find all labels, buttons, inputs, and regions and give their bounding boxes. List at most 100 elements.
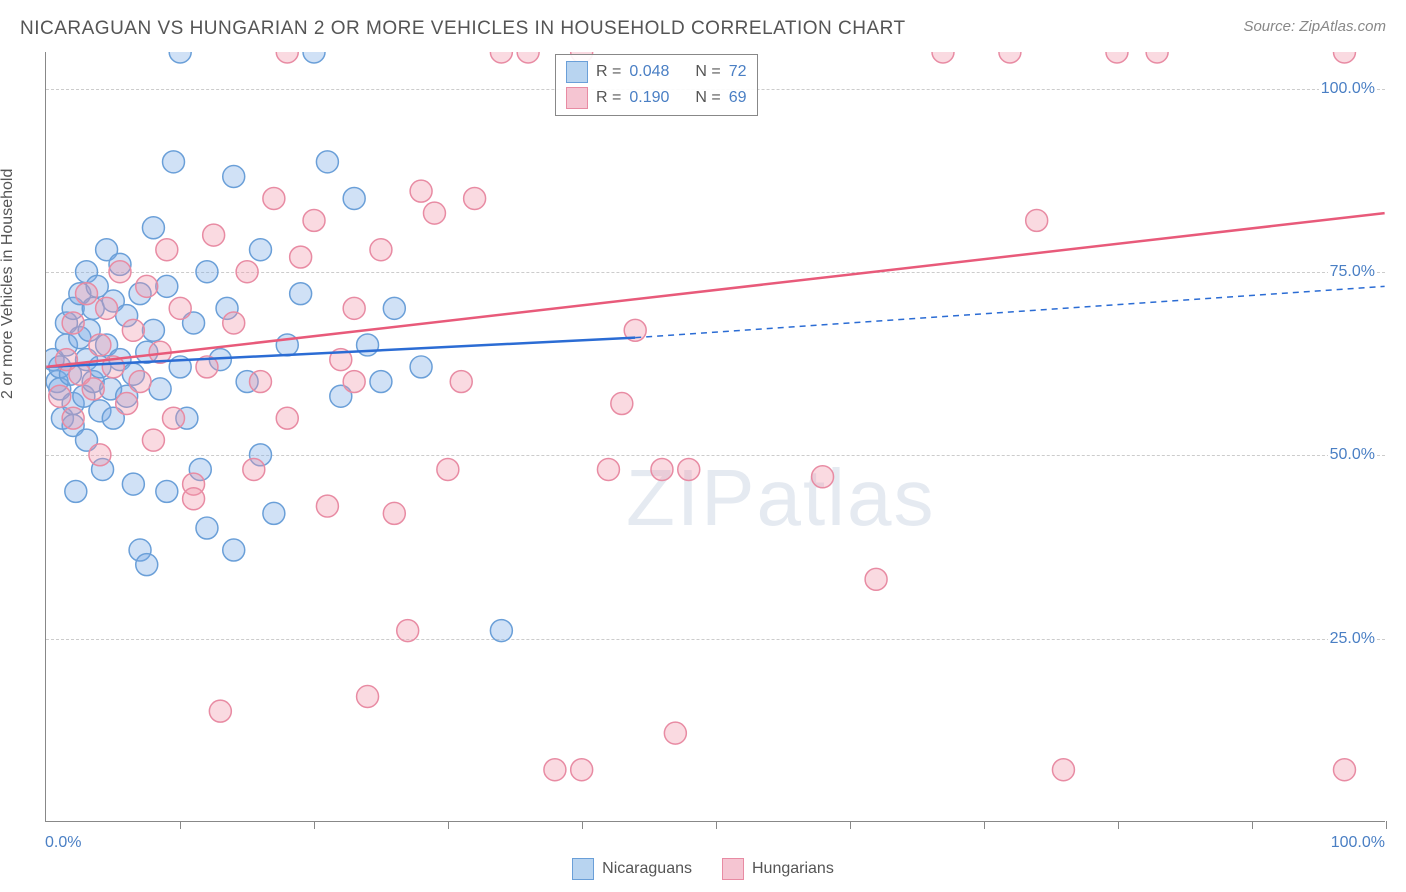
legend-r-value: 0.048 (629, 63, 669, 81)
source-attribution: Source: ZipAtlas.com (1243, 18, 1386, 35)
data-point (423, 202, 445, 224)
data-point (203, 224, 225, 246)
data-point (263, 187, 285, 209)
x-axis-max-label: 100.0% (1331, 834, 1385, 852)
data-point (290, 283, 312, 305)
data-point (223, 539, 245, 561)
data-point (490, 52, 512, 63)
data-point (812, 466, 834, 488)
data-point (343, 297, 365, 319)
data-point (571, 759, 593, 781)
data-point (517, 52, 539, 63)
data-point (651, 458, 673, 480)
scatter-plot-svg (46, 52, 1385, 821)
legend-swatch (572, 858, 594, 880)
legend-series-label: Nicaraguans (602, 860, 692, 878)
y-axis-title: 2 or more Vehicles in Household (0, 169, 17, 399)
legend-n-label: N = (695, 63, 720, 81)
data-point (156, 480, 178, 502)
data-point (597, 458, 619, 480)
data-point (129, 371, 151, 393)
data-point (1106, 52, 1128, 63)
data-point (1333, 52, 1355, 63)
correlation-legend: R =0.048N =72R =0.190N =69 (555, 54, 758, 116)
data-point (196, 261, 218, 283)
data-point (149, 378, 171, 400)
data-point (611, 393, 633, 415)
data-point (932, 52, 954, 63)
data-point (290, 246, 312, 268)
data-point (82, 378, 104, 400)
x-tick (1118, 821, 1119, 829)
legend-swatch (566, 61, 588, 83)
data-point (450, 371, 472, 393)
series-legend: Nicaraguans Hungarians (0, 858, 1406, 880)
data-point (410, 356, 432, 378)
data-point (410, 180, 432, 202)
data-point (156, 239, 178, 261)
data-point (1052, 759, 1074, 781)
data-point (169, 52, 191, 63)
trend-line-extrapolated (635, 286, 1384, 337)
data-point (1333, 759, 1355, 781)
legend-series-label: Hungarians (752, 860, 834, 878)
data-point (250, 239, 272, 261)
chart-plot-area: ZIPatlas 25.0%50.0%75.0%100.0% (45, 52, 1385, 822)
legend-r-value: 0.190 (629, 89, 669, 107)
data-point (183, 488, 205, 510)
data-point (678, 458, 700, 480)
data-point (169, 297, 191, 319)
data-point (383, 502, 405, 524)
x-tick (180, 821, 181, 829)
data-point (62, 312, 84, 334)
x-tick (448, 821, 449, 829)
x-tick (314, 821, 315, 829)
data-point (343, 371, 365, 393)
data-point (223, 166, 245, 188)
data-point (303, 209, 325, 231)
x-axis-labels: 0.0% 100.0% (45, 834, 1385, 854)
data-point (163, 151, 185, 173)
data-point (142, 429, 164, 451)
legend-item: Nicaraguans (572, 858, 692, 880)
data-point (96, 297, 118, 319)
data-point (544, 759, 566, 781)
data-point (62, 407, 84, 429)
chart-title: NICARAGUAN VS HUNGARIAN 2 OR MORE VEHICL… (20, 18, 906, 40)
data-point (122, 319, 144, 341)
legend-n-value: 72 (729, 63, 747, 81)
legend-row: R =0.048N =72 (566, 59, 747, 85)
data-point (142, 319, 164, 341)
data-point (236, 261, 258, 283)
data-point (664, 722, 686, 744)
trend-line (46, 213, 1384, 367)
data-point (196, 517, 218, 539)
data-point (316, 495, 338, 517)
data-point (89, 444, 111, 466)
chart-header: NICARAGUAN VS HUNGARIAN 2 OR MORE VEHICL… (20, 18, 1386, 40)
data-point (142, 217, 164, 239)
data-point (156, 275, 178, 297)
data-point (49, 385, 71, 407)
data-point (209, 700, 231, 722)
data-point (65, 480, 87, 502)
data-point (1026, 209, 1048, 231)
data-point (303, 52, 325, 63)
data-point (437, 458, 459, 480)
data-point (109, 261, 131, 283)
data-point (163, 407, 185, 429)
data-point (357, 686, 379, 708)
legend-swatch (722, 858, 744, 880)
data-point (357, 334, 379, 356)
x-tick (716, 821, 717, 829)
x-tick (850, 821, 851, 829)
x-tick (1252, 821, 1253, 829)
data-point (250, 371, 272, 393)
legend-item: Hungarians (722, 858, 834, 880)
data-point (316, 151, 338, 173)
legend-r-label: R = (596, 89, 621, 107)
data-point (464, 187, 486, 209)
data-point (343, 187, 365, 209)
data-point (276, 407, 298, 429)
data-point (1146, 52, 1168, 63)
